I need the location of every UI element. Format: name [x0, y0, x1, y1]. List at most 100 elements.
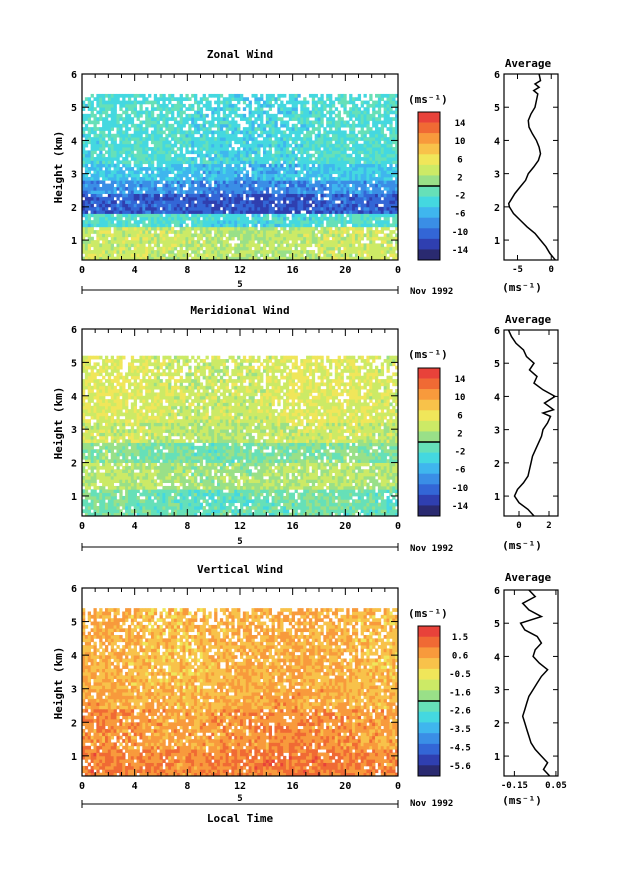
average-x-tick-label: 0	[549, 265, 554, 275]
average-y-tick-label: 3	[494, 170, 500, 181]
y-tick-label: 1	[71, 492, 77, 503]
x-tick-label: 0	[395, 781, 401, 792]
colorbar-segment	[418, 647, 440, 658]
average-y-tick-label: 1	[494, 492, 500, 503]
y-tick-label: 2	[71, 203, 77, 214]
day-bar: 5	[82, 537, 398, 551]
colorbar: 1.50.6-0.5-1.6-2.6-3.5-4.5-5.6	[418, 626, 471, 776]
average-y-tick-label: 2	[494, 459, 500, 470]
colorbar-tick-label: 2	[457, 429, 462, 439]
x-tick-label: 12	[234, 265, 246, 276]
colorbar-segment	[418, 165, 440, 176]
colorbar-segment	[418, 421, 440, 432]
y-tick-label: 2	[71, 459, 77, 470]
y-tick-label: 1	[71, 236, 77, 247]
average-frame	[504, 74, 558, 260]
average-y-tick-label: 6	[494, 326, 500, 337]
average-frame	[504, 330, 558, 516]
colorbar-segment	[418, 690, 440, 701]
y-tick-label: 6	[71, 70, 77, 81]
colorbar-tick-label: 1.5	[452, 633, 468, 643]
average-profile-line	[521, 590, 550, 776]
colorbar-segment	[418, 701, 440, 712]
colorbar-tick-label: 10	[455, 137, 466, 147]
x-tick-label: 16	[287, 781, 299, 792]
colorbar-segment	[418, 442, 440, 453]
x-tick-label: 8	[184, 265, 190, 276]
x-tick-label: 16	[287, 265, 299, 276]
average-y-tick-label: 5	[494, 103, 500, 114]
colorbar-segment	[418, 669, 440, 680]
average-title: Average	[505, 313, 552, 326]
average-y-tick-label: 5	[494, 619, 500, 630]
x-axis-label: Local Time	[207, 812, 274, 825]
colorbar-segment	[418, 133, 440, 144]
average-frame	[504, 590, 558, 776]
colorbar-segment	[418, 755, 440, 766]
colorbar-segment	[418, 123, 440, 134]
average-y-tick-label: 6	[494, 70, 500, 81]
average-title: Average	[505, 571, 552, 584]
colorbar-segment	[418, 712, 440, 723]
x-tick-label: 0	[395, 265, 401, 276]
x-tick-label: 0	[79, 781, 85, 792]
day-label: 5	[237, 537, 242, 547]
average-unit-label: (ms⁻¹)	[502, 794, 542, 807]
colorbar-tick-label: 2	[457, 173, 462, 183]
colorbar-segment	[418, 658, 440, 669]
y-tick-label: 6	[71, 584, 77, 595]
average-y-tick-label: 4	[494, 392, 500, 403]
day-bar: 5	[82, 794, 398, 808]
colorbar-segment	[418, 154, 440, 165]
x-tick-label: 4	[132, 521, 138, 532]
day-label: 5	[237, 280, 242, 290]
average-y-tick-label: 4	[494, 652, 500, 663]
heatmap-field	[82, 356, 398, 517]
colorbar-tick-label: -2	[455, 448, 466, 458]
average-y-tick-label: 5	[494, 359, 500, 370]
average-y-tick-label: 2	[494, 203, 500, 214]
colorbar-tick-label: -5.6	[449, 762, 471, 772]
colorbar-tick-label: 0.6	[452, 652, 468, 662]
colorbar-segment	[418, 463, 440, 474]
x-tick-label: 20	[339, 265, 351, 276]
month-label: Nov 1992	[410, 287, 453, 297]
y-tick-label: 4	[71, 136, 77, 147]
y-tick-label: 5	[71, 103, 77, 114]
average-y-tick-label: 4	[494, 136, 500, 147]
colorbar-segment	[418, 453, 440, 464]
average-unit-label: (ms⁻¹)	[502, 539, 542, 552]
y-tick-label: 5	[71, 618, 77, 629]
colorbar-segment	[418, 410, 440, 421]
colorbar-tick-label: -10	[452, 484, 468, 494]
y-tick-label: 4	[71, 651, 77, 662]
colorbar-segment	[418, 495, 440, 506]
y-axis-label: Height (km)	[52, 131, 65, 204]
x-tick-label: 0	[79, 265, 85, 276]
colorbar-tick-label: -3.5	[449, 725, 471, 735]
colorbar-tick-label: -14	[452, 246, 469, 256]
average-x-tick-label: 0	[516, 521, 521, 531]
x-tick-label: 0	[395, 521, 401, 532]
colorbar-segment	[418, 368, 440, 379]
average-y-tick-label: 2	[494, 719, 500, 730]
panel-title: Vertical Wind	[197, 563, 283, 576]
colorbar-segment	[418, 218, 440, 229]
colorbar-tick-label: -10	[452, 228, 468, 238]
colorbar-segment	[418, 626, 440, 637]
y-tick-label: 3	[71, 170, 77, 181]
colorbar-unit-label: (ms⁻¹)	[408, 348, 448, 361]
average-y-tick-label: 1	[494, 752, 500, 763]
colorbar-tick-label: -4.5	[449, 743, 471, 753]
y-tick-label: 3	[71, 685, 77, 696]
y-tick-label: 5	[71, 358, 77, 369]
x-tick-label: 4	[132, 265, 138, 276]
x-tick-label: 12	[234, 521, 246, 532]
colorbar-segment	[418, 505, 440, 516]
heatmap-field	[82, 94, 398, 260]
